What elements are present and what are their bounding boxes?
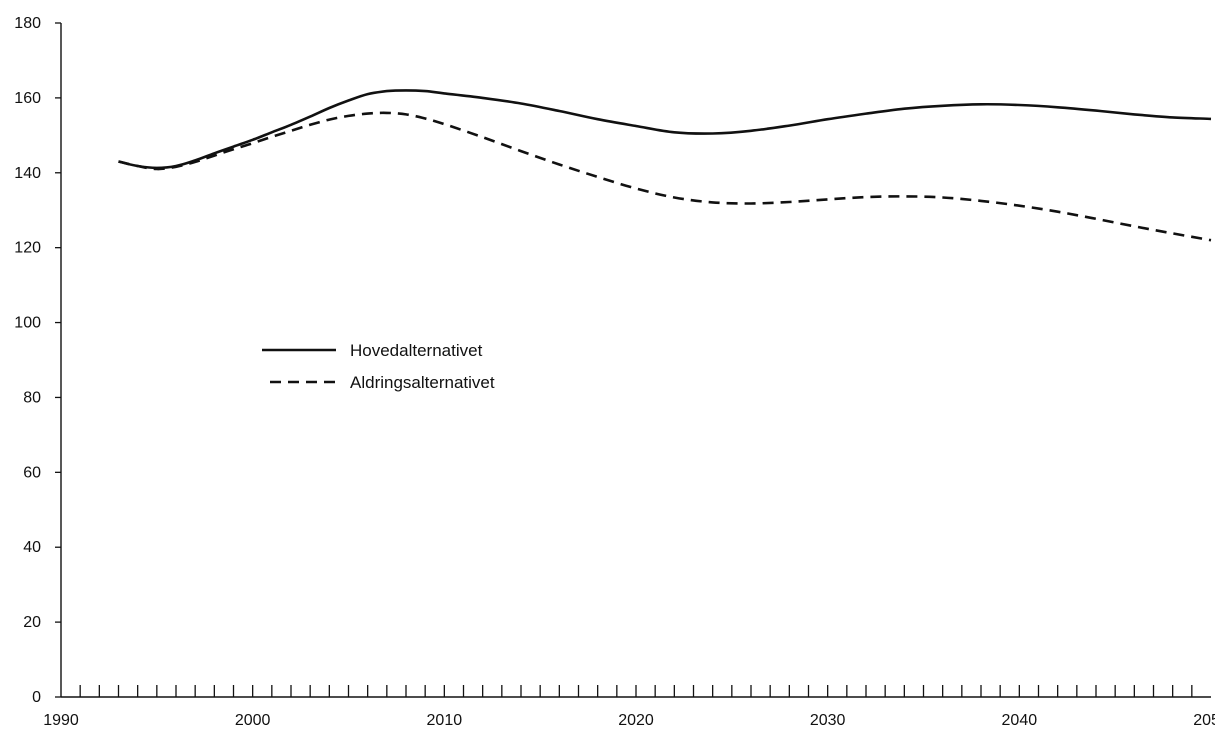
legend-label-aldringsalternativet: Aldringsalternativet [350,373,495,392]
series-layer [118,89,1212,242]
x-tick-label: 2030 [810,712,846,729]
series-line-hovedalternativet [118,89,1212,170]
y-tick-label: 0 [32,689,41,706]
series-line-aldringsalternativet [118,111,1212,242]
y-tick-label: 60 [23,464,41,481]
legend-label-hovedalternativet: Hovedalternativet [350,341,483,360]
y-tick-label: 40 [23,539,41,556]
x-tick-label: 2020 [618,712,654,729]
x-tick-label: 2040 [1002,712,1038,729]
y-axis-ticks: 0 20 40 60 80 100 120 140 160 180 [14,15,61,706]
x-tick-label: 2000 [235,712,271,729]
x-tick-label: 2010 [427,712,463,729]
y-tick-label: 140 [14,165,41,182]
x-tick-label: 2050 [1193,712,1215,729]
y-tick-label: 120 [14,240,41,257]
y-tick-label: 80 [23,389,41,406]
y-tick-label: 160 [14,90,41,107]
legend: Hovedalternativet Aldringsalternativet [262,341,495,392]
x-axis-ticks: 1990 2000 2010 2020 2030 2040 2050 [43,685,1215,729]
y-tick-label: 180 [14,15,41,32]
x-tick-label: 1990 [43,712,79,729]
y-tick-label: 100 [14,315,41,332]
y-tick-label: 20 [23,614,41,631]
